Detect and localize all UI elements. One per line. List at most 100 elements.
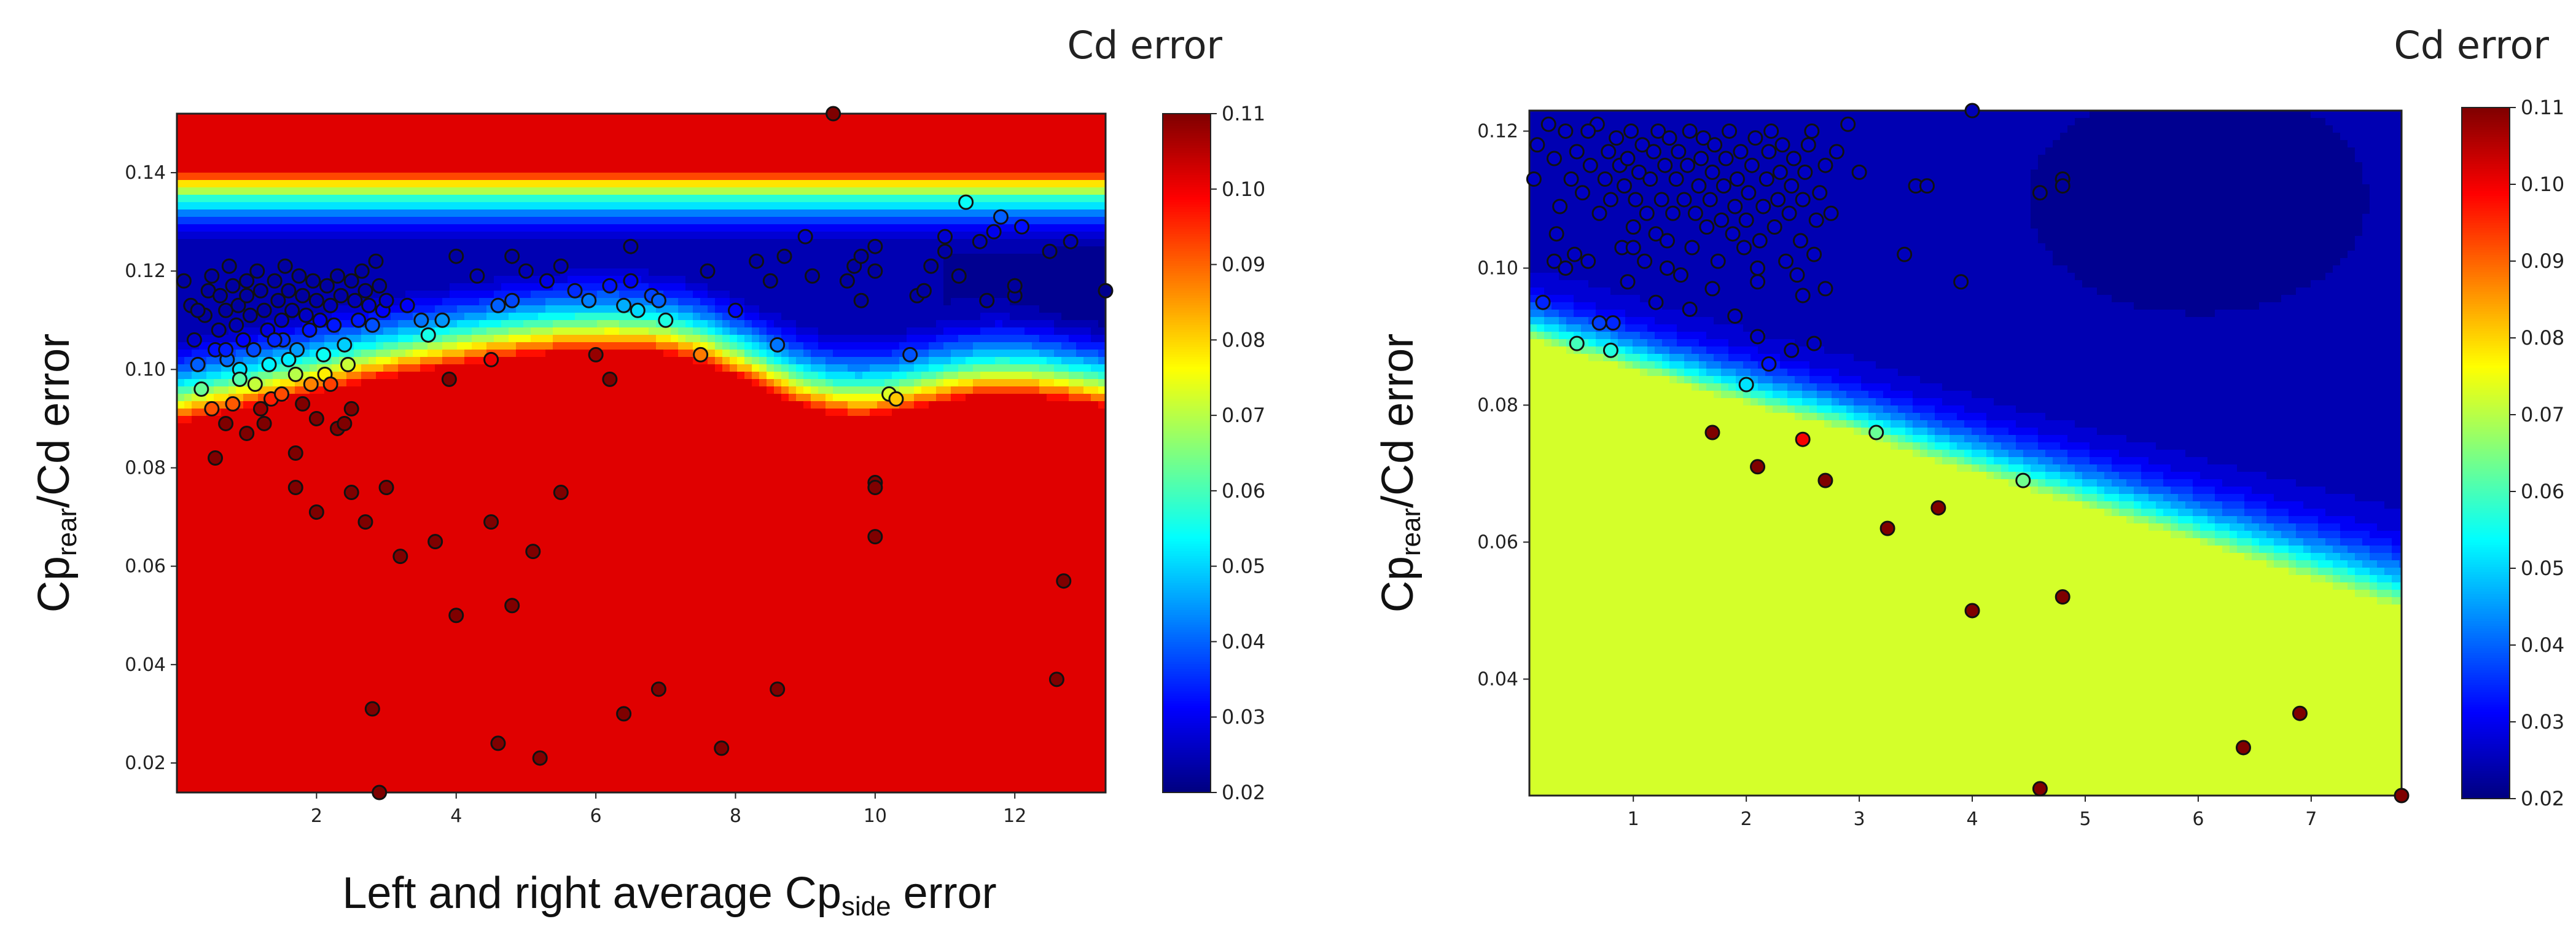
- left-contour-cell: [1010, 239, 1018, 247]
- left-contour-cell: [737, 114, 745, 122]
- left-contour-cell: [833, 386, 841, 394]
- left-contour-cell: [339, 254, 347, 262]
- left-contour-cell: [855, 320, 863, 328]
- left-contour-cell: [649, 136, 657, 144]
- left-contour-cell: [1025, 173, 1032, 181]
- left-contour-cell: [553, 357, 561, 365]
- left-contour-cell: [848, 372, 856, 380]
- left-contour-cell: [907, 121, 915, 129]
- left-contour-cell: [1032, 136, 1040, 144]
- left-contour-cell: [907, 261, 915, 269]
- left-contour-cell: [391, 173, 399, 181]
- left-contour-cell: [1010, 364, 1018, 372]
- left-contour-cell: [936, 151, 944, 158]
- left-contour-cell: [184, 165, 192, 173]
- left-contour-cell: [435, 268, 443, 276]
- left-contour-cell: [420, 268, 428, 276]
- left-contour-cell: [884, 350, 892, 358]
- left-contour-cell: [369, 136, 377, 144]
- left-contour-cell: [523, 173, 531, 181]
- left-contour-cell: [302, 121, 310, 129]
- left-contour-cell: [848, 209, 856, 217]
- left-contour-cell: [943, 151, 951, 158]
- left-contour-cell: [177, 401, 185, 409]
- left-contour-cell: [966, 180, 974, 188]
- left-contour-cell: [354, 327, 362, 335]
- left-contour-cell: [730, 239, 738, 247]
- left-contour-cell: [464, 114, 472, 122]
- left-contour-cell: [1017, 335, 1025, 343]
- left-contour-cell: [708, 209, 716, 217]
- left-contour-cell: [369, 386, 377, 394]
- left-contour-cell: [833, 239, 841, 247]
- left-contour-cell: [346, 151, 354, 158]
- left-contour-cell: [855, 151, 863, 158]
- left-contour-cell: [317, 386, 325, 394]
- left-contour-cell: [332, 121, 340, 129]
- left-contour-cell: [774, 386, 782, 394]
- left-contour-cell: [685, 298, 693, 306]
- left-contour-cell: [1039, 350, 1047, 358]
- left-contour-cell: [1002, 394, 1010, 402]
- left-contour-cell: [663, 268, 671, 276]
- left-contour-cell: [663, 342, 671, 350]
- left-contour-cell: [1025, 232, 1032, 240]
- left-contour-cell: [744, 305, 752, 313]
- left-contour-cell: [486, 224, 494, 232]
- left-contour-cell: [914, 195, 922, 203]
- left-contour-cell: [752, 180, 760, 188]
- left-contour-cell: [545, 246, 553, 254]
- left-contour-cell: [951, 158, 959, 166]
- left-contour-cell: [1098, 195, 1106, 203]
- left-contour-cell: [1002, 379, 1010, 387]
- left-contour-cell: [781, 224, 789, 232]
- left-contour-cell: [759, 320, 767, 328]
- left-contour-cell: [531, 136, 539, 144]
- left-contour-cell: [199, 217, 207, 225]
- left-contour-cell: [708, 254, 716, 262]
- left-contour-cell: [192, 187, 200, 195]
- left-contour-cell: [671, 165, 679, 173]
- left-contour-cell: [236, 165, 244, 173]
- left-contour-cell: [464, 283, 472, 291]
- left-contour-cell: [907, 173, 915, 181]
- left-contour-cell: [214, 232, 222, 240]
- left-contour-cell: [177, 335, 185, 343]
- left-contour-cell: [1069, 350, 1077, 358]
- left-contour-cell: [715, 372, 723, 380]
- left-contour-cell: [1032, 283, 1040, 291]
- left-contour-cell: [501, 239, 509, 247]
- left-contour-cell: [604, 298, 612, 306]
- left-contour-cell: [494, 394, 502, 402]
- left-contour-cell: [302, 364, 310, 372]
- left-contour-cell: [1039, 232, 1047, 240]
- left-contour-cell: [708, 136, 716, 144]
- left-contour-cell: [545, 291, 553, 299]
- left-contour-cell: [486, 151, 494, 158]
- left-contour-cell: [553, 165, 561, 173]
- left-contour-cell: [663, 224, 671, 232]
- left-contour-cell: [966, 305, 974, 313]
- left-contour-cell: [243, 224, 251, 232]
- left-contour-cell: [1047, 165, 1055, 173]
- left-contour-cell: [767, 357, 775, 365]
- left-contour-cell: [206, 298, 214, 306]
- left-contour-cell: [1061, 143, 1069, 151]
- left-contour-cell: [435, 254, 443, 262]
- left-contour-cell: [877, 114, 885, 122]
- left-contour-cell: [405, 276, 413, 284]
- left-contour-cell: [1047, 202, 1055, 210]
- left-contour-cell: [641, 143, 649, 151]
- left-contour-cell: [767, 209, 775, 217]
- left-contour-cell: [509, 320, 517, 328]
- left-contour-cell: [287, 254, 295, 262]
- left-contour-cell: [464, 394, 472, 402]
- left-contour-cell: [958, 350, 966, 358]
- left-contour-cell: [582, 283, 590, 291]
- left-contour-cell: [531, 143, 539, 151]
- left-contour-cell: [943, 202, 951, 210]
- left-contour-cell: [685, 151, 693, 158]
- left-contour-cell: [1069, 254, 1077, 262]
- left-contour-cell: [649, 342, 657, 350]
- left-contour-cell: [494, 386, 502, 394]
